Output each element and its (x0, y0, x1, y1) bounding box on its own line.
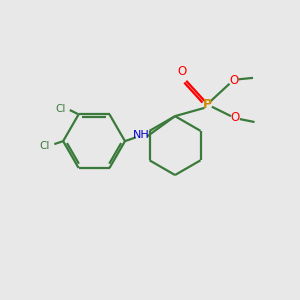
Text: Cl: Cl (40, 142, 50, 152)
Text: NH: NH (133, 130, 149, 140)
Text: Cl: Cl (55, 103, 65, 113)
Text: O: O (229, 74, 239, 87)
Text: O: O (178, 65, 187, 78)
Text: O: O (231, 111, 240, 124)
Text: P: P (203, 98, 212, 111)
